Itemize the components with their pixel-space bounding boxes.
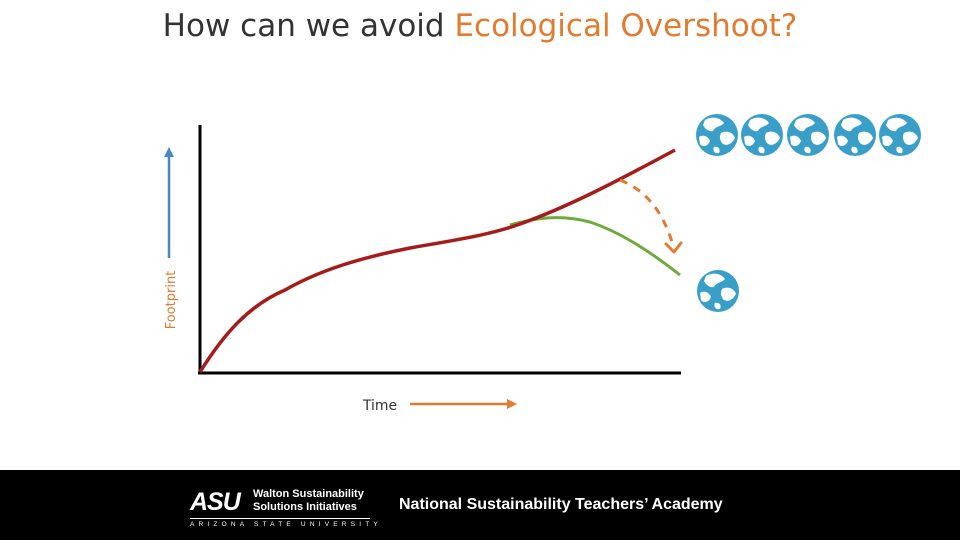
asu-logo-mark: ASU [190,488,241,516]
globe-icon [834,114,876,156]
slide-title: How can we avoid Ecological Overshoot? [0,8,960,44]
globe-icon [696,114,738,156]
title-text: How can we avoid [162,8,455,44]
logo-org-line1: Walton Sustainability [253,488,364,500]
logo-university: ARIZONA STATE UNIVERSITY [190,521,382,528]
reduced-footprint-curve [509,216,681,277]
current-footprint-curve [198,148,676,373]
footer-text: National Sustainability Teachers’ Academ… [399,496,723,513]
y-axis-label: Footprint [164,271,179,330]
footprint-diagram: Footprint Time [164,114,921,414]
x-axis-label: Time [362,398,397,414]
asu-logo: ASU Walton Sustainability Solutions Init… [190,488,378,528]
globe-icon [787,114,829,156]
x-axis-arrowhead [507,399,517,409]
transition-arrow [619,178,674,243]
logo-divider [190,518,370,519]
title-highlight: Ecological Overshoot? [454,8,798,44]
transition-arrowhead [664,241,683,254]
globe-icon [697,270,739,312]
globe-icon [741,114,783,156]
y-axis-arrowhead [164,147,174,157]
footer-bar: ASU Walton Sustainability Solutions Init… [0,470,960,540]
logo-org-line2: Solutions Initiatives [253,501,357,513]
globe-icon [879,114,921,156]
